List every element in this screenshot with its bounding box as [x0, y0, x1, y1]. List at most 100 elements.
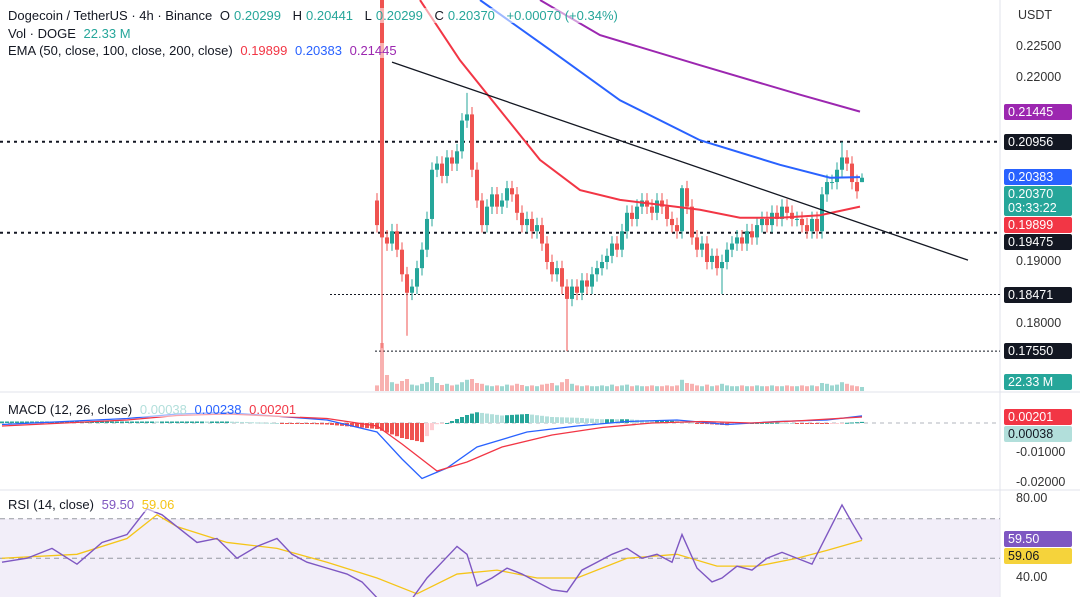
candles: [21, 0, 864, 352]
volume-bar: [595, 386, 599, 391]
macd-histogram-bar: [785, 422, 789, 424]
candle-body: [690, 206, 694, 238]
volume-bar: [710, 386, 714, 391]
rsi-pane: [0, 503, 1000, 597]
volume-bar: [685, 383, 689, 391]
volume-legend[interactable]: Vol · DOGE 22.33 M: [8, 26, 135, 41]
candle-body: [855, 182, 859, 192]
candle-body: [585, 280, 589, 287]
macd-histogram-bar: [105, 421, 109, 423]
ema200-value: 0.21445: [349, 43, 397, 58]
candle-body: [815, 218, 819, 232]
volume-bar: [750, 386, 754, 391]
symbol-legend[interactable]: Dogecoin / TetherUS · 4h · Binance O 0.20…: [8, 8, 622, 23]
axis-tick-label: 40.00: [1016, 570, 1048, 584]
macd-histogram-bar: [220, 421, 224, 423]
price-tag: 0.19475: [1004, 233, 1072, 250]
macd-histogram-bar: [770, 422, 774, 424]
volume-bar: [490, 386, 494, 391]
macd-histogram-bar: [305, 423, 309, 424]
ema-label: EMA (50, close, 100, close, 200, close): [8, 43, 233, 58]
volume-bar: [530, 385, 534, 391]
candle-body: [800, 218, 804, 226]
candle-body: [670, 218, 674, 226]
ema-line: [539, 0, 861, 113]
candle-body: [485, 206, 489, 226]
candle-body: [790, 212, 794, 219]
trendline[interactable]: [391, 61, 969, 261]
candle-body: [595, 268, 599, 275]
horizontal-levels[interactable]: [0, 140, 1000, 352]
volume-bar: [790, 386, 794, 391]
macd-histogram-bar: [215, 421, 219, 423]
candle-body: [590, 274, 594, 287]
volume-bar: [585, 385, 589, 391]
candle-body: [700, 243, 704, 250]
candle-body: [610, 243, 614, 256]
rsi-value: 59.50: [101, 497, 135, 512]
macd-histogram-bar: [440, 423, 444, 424]
macd-histogram-bar: [490, 414, 494, 423]
macd-histogram-bar: [30, 421, 34, 423]
macd-histogram-bar: [620, 419, 624, 423]
ema-legend[interactable]: EMA (50, close, 100, close, 200, close) …: [8, 43, 401, 58]
candle-body: [725, 249, 729, 262]
volume-bar: [800, 385, 804, 391]
price-tag: 59.50: [1004, 531, 1072, 548]
volume-bar: [560, 382, 564, 391]
price-tag-value: 0.17550: [1008, 344, 1054, 359]
macd-histogram-bar: [295, 423, 299, 424]
axis-tick-label: 0.22000: [1016, 69, 1062, 84]
price-tag-value: 0.18471: [1008, 287, 1054, 302]
open-label: O: [219, 8, 231, 23]
candle-body: [750, 231, 754, 238]
rsi-ma-line: [1, 514, 863, 595]
volume-bar: [500, 386, 504, 391]
candle-body: [665, 206, 669, 219]
macd-histogram-bar: [845, 422, 849, 424]
macd-histogram-bar: [530, 414, 534, 423]
candle-body: [495, 194, 499, 207]
macd-legend[interactable]: MACD (12, 26, close) 0.00038 0.00238 0.0…: [8, 402, 301, 417]
macd-histogram-bar: [235, 421, 239, 423]
macd-histogram-bar: [535, 415, 539, 423]
volume-bar: [755, 385, 759, 391]
volume-bar: [450, 385, 454, 391]
price-tag: 0.21445: [1004, 103, 1072, 120]
volume-bar: [640, 386, 644, 391]
volume-bar: [835, 384, 839, 391]
macd-histogram-bar: [5, 421, 9, 423]
rsi-legend[interactable]: RSI (14, close) 59.50 59.06: [8, 497, 179, 512]
macd-histogram-bar: [570, 417, 574, 423]
volume-bar: [690, 383, 694, 391]
macd-histogram-bar: [400, 423, 404, 438]
volume-bar: [620, 385, 624, 391]
macd-histogram-bar: [460, 417, 464, 423]
volume-bar: [805, 386, 809, 391]
macd-histogram-bar: [95, 421, 99, 423]
macd-histogram-bar: [610, 419, 614, 423]
candle-body: [380, 0, 384, 238]
price-tag-value: 0.00201: [1008, 409, 1054, 424]
volume-bar: [575, 385, 579, 391]
ema-line: [479, 0, 861, 179]
macd-histogram-bar: [200, 421, 204, 423]
volume-bar: [380, 343, 384, 391]
volume-bar: [525, 386, 529, 391]
macd-histogram-bar: [110, 421, 114, 423]
macd-histogram-bar: [450, 421, 454, 423]
macd-histogram-bar: [190, 421, 194, 423]
price-tag: 0.20383: [1004, 168, 1072, 185]
candle-body: [785, 206, 789, 213]
candle-body: [860, 177, 864, 183]
candle-body: [520, 212, 524, 226]
macd-histogram-bar: [470, 413, 474, 423]
volume-bar: [420, 383, 424, 391]
high-value: 0.20441: [306, 8, 354, 23]
volume-bar: [395, 383, 399, 391]
macd-histogram-bar: [585, 418, 589, 423]
candle-body: [765, 218, 769, 226]
macd-histogram-bar: [355, 423, 359, 428]
macd-histogram-bar: [205, 421, 209, 423]
